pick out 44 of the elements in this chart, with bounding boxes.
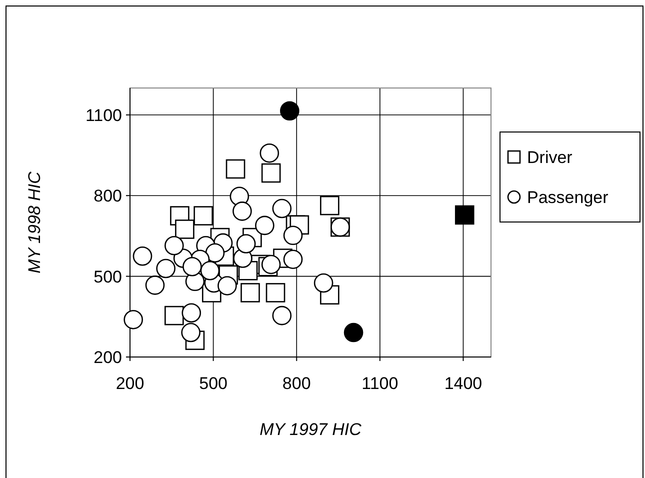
point [205,243,225,263]
y-tick-label: 1100 [85,106,122,125]
point [226,159,246,179]
point [280,101,300,121]
point [344,322,364,342]
point [236,234,256,254]
point [175,220,194,239]
point [240,283,260,302]
point [181,322,200,342]
point [283,250,303,270]
x-tick-label: 200 [116,374,144,393]
x-axis-title: MY 1997 HIC [260,420,362,439]
legend-label: Passenger [527,188,609,207]
point [232,202,252,221]
point [218,276,237,296]
y-axis-title: MY 1998 HIC [25,170,44,274]
point [182,256,202,276]
y-tick-label: 800 [94,186,122,206]
y-tick-label: 500 [94,267,122,286]
point [272,306,292,326]
legend-label: Driver [527,148,573,167]
point [156,258,176,278]
point [164,236,184,256]
x-tick-label: 1100 [362,374,398,393]
point [261,163,281,183]
point [132,246,152,266]
x-tick-label: 1400 [444,374,482,393]
point [266,283,286,302]
point [272,198,292,218]
x-tick-label: 500 [199,374,228,393]
point [260,143,280,163]
point [182,303,202,323]
x-tick-label: 800 [282,374,311,393]
point [145,276,165,295]
point [255,216,274,236]
point [194,206,213,226]
point [314,273,334,293]
y-tick-label: 200 [94,348,122,367]
point [283,226,303,246]
point [320,196,340,216]
point [124,310,143,330]
point [164,306,184,326]
point [200,261,220,280]
point [454,205,474,225]
